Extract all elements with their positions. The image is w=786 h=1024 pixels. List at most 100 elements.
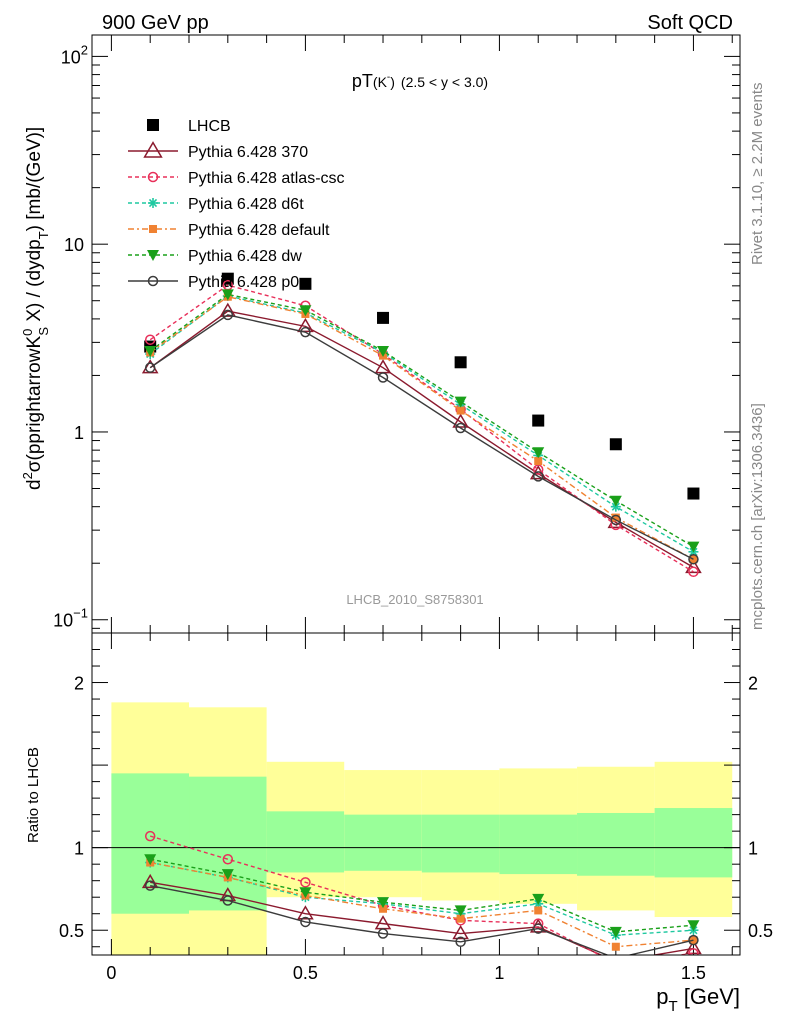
data-point xyxy=(611,513,620,522)
ratio-point xyxy=(299,887,312,899)
data-point xyxy=(222,309,234,321)
data-point xyxy=(610,514,622,526)
series-line xyxy=(149,295,694,560)
data-point xyxy=(532,447,545,459)
plot-title-main: pT xyxy=(352,71,373,91)
y-tick-label: 10−1 xyxy=(53,606,88,631)
legend-label: Pythia 6.428 370 xyxy=(188,144,308,161)
green-band xyxy=(577,812,655,876)
data-point xyxy=(377,372,389,383)
ratio-line xyxy=(150,861,694,948)
analysis-watermark: LHCB_2010_S8758301 xyxy=(346,592,483,607)
ratio-line xyxy=(150,835,694,955)
legend-item: Pythia 6.428 d6t xyxy=(128,196,304,213)
x-tick-label: 1 xyxy=(494,963,504,983)
ratio-point xyxy=(300,916,311,928)
ratio-y-tick-label-right: 2 xyxy=(748,674,758,694)
ratio-point xyxy=(144,854,157,866)
ratio-point xyxy=(454,905,467,917)
data-point xyxy=(532,471,544,482)
x-tick-label: 0.5 xyxy=(293,963,318,983)
data-point xyxy=(377,345,390,357)
legend-marker xyxy=(147,250,159,261)
data-point xyxy=(452,413,469,428)
data-point xyxy=(456,406,465,415)
ratio-point xyxy=(221,869,234,881)
ratio-plot-series xyxy=(141,830,702,955)
ratio-point xyxy=(377,897,390,909)
legend-marker xyxy=(149,225,157,233)
ratio-y-tick-label: 0.5 xyxy=(59,921,84,941)
series-0 xyxy=(144,272,700,500)
legend-marker xyxy=(147,275,159,287)
main-plot-series xyxy=(141,272,702,578)
data-point xyxy=(144,362,156,373)
ratio-point xyxy=(532,923,544,934)
green-band xyxy=(499,814,578,875)
ratio-point xyxy=(685,939,702,955)
data-point xyxy=(609,495,622,507)
main-y-axis-label: d2σ(pprightarrowK0S X) / (dydpT) [mb/(Ge… xyxy=(20,127,51,490)
series-line xyxy=(149,314,694,560)
ratio-point xyxy=(222,853,234,865)
ratio-point xyxy=(455,936,466,948)
main-plot-panel: 10−1 1 10 102 pT(K-) (2.5 < y < 3.0) LHCB_20… xyxy=(20,34,741,634)
data-point xyxy=(221,289,234,301)
plot-title: pT(K-) (2.5 < y < 3.0) xyxy=(352,71,488,91)
ratio-point xyxy=(144,830,156,842)
data-point xyxy=(297,317,314,333)
green-band xyxy=(421,814,500,873)
ratio-point xyxy=(377,928,389,939)
series-6 xyxy=(144,309,699,565)
ratio-point xyxy=(688,948,699,955)
legend-item: Pythia 6.428 atlas-csc xyxy=(128,170,345,187)
x-axis-label: pT [GeV] xyxy=(656,984,740,1015)
ratio-point xyxy=(222,895,234,906)
ratio-plot-panel: 0.5 0.5 1 1 2 2 0 0.5 1 1.5 Ratio to LHCB pT [GeV… xyxy=(25,632,773,1015)
series-5 xyxy=(144,289,700,553)
header-right: Soft QCD xyxy=(647,12,733,34)
legend-marker xyxy=(143,141,163,158)
plot-title-particle: (K xyxy=(373,74,388,90)
data-point xyxy=(534,457,543,466)
legend: LHCB Pythia 6.428 370 Pythia 6.428 atlas-c… xyxy=(128,118,345,291)
green-band xyxy=(654,808,733,878)
ratio-point xyxy=(144,880,156,891)
data-point xyxy=(687,541,700,553)
x-tick-label: 0 xyxy=(106,963,116,983)
ratio-y-tick-label-right: 1 xyxy=(748,839,758,859)
data-point xyxy=(144,334,156,345)
data-point xyxy=(532,414,545,427)
ratio-line xyxy=(150,861,694,936)
legend-item: Pythia 6.428 default xyxy=(128,222,330,239)
uncertainty-bands xyxy=(111,702,733,955)
data-point xyxy=(455,422,466,434)
ratio-plot-ticks: 0.5 0.5 1 1 2 2 0 0.5 1 1.5 xyxy=(59,633,773,983)
source-label: mcplots.cern.ch [arXiv:1306.3436] xyxy=(749,403,766,630)
y-tick-label: 102 xyxy=(61,42,88,67)
data-point xyxy=(300,326,311,338)
legend-item: Pythia 6.428 370 xyxy=(128,141,308,161)
ratio-y-tick-label-right: 0.5 xyxy=(748,921,773,941)
legend-item: LHCB xyxy=(147,118,231,135)
series-line xyxy=(149,284,694,573)
legend-label: Pythia 6.428 default xyxy=(188,222,330,239)
ratio-point xyxy=(452,925,469,940)
data-point xyxy=(687,487,700,500)
series-2 xyxy=(144,279,699,578)
legend-label: Pythia 6.428 dw xyxy=(188,248,302,265)
x-tick-label: 1.5 xyxy=(681,963,706,983)
legend-marker xyxy=(147,171,159,183)
ratio-point xyxy=(379,904,388,913)
data-point xyxy=(454,356,467,369)
ratio-point xyxy=(611,942,620,951)
ratio-point xyxy=(300,877,311,888)
y-tick-label: 10 xyxy=(64,235,84,255)
ratio-series-5 xyxy=(144,880,699,955)
legend-label: Pythia 6.428 p0 xyxy=(188,274,299,291)
series-line xyxy=(149,310,694,569)
ratio-plot-frame xyxy=(91,632,741,956)
data-point xyxy=(609,438,622,451)
ratio-y-tick-label: 1 xyxy=(74,839,84,859)
ratio-series-4 xyxy=(144,854,700,938)
